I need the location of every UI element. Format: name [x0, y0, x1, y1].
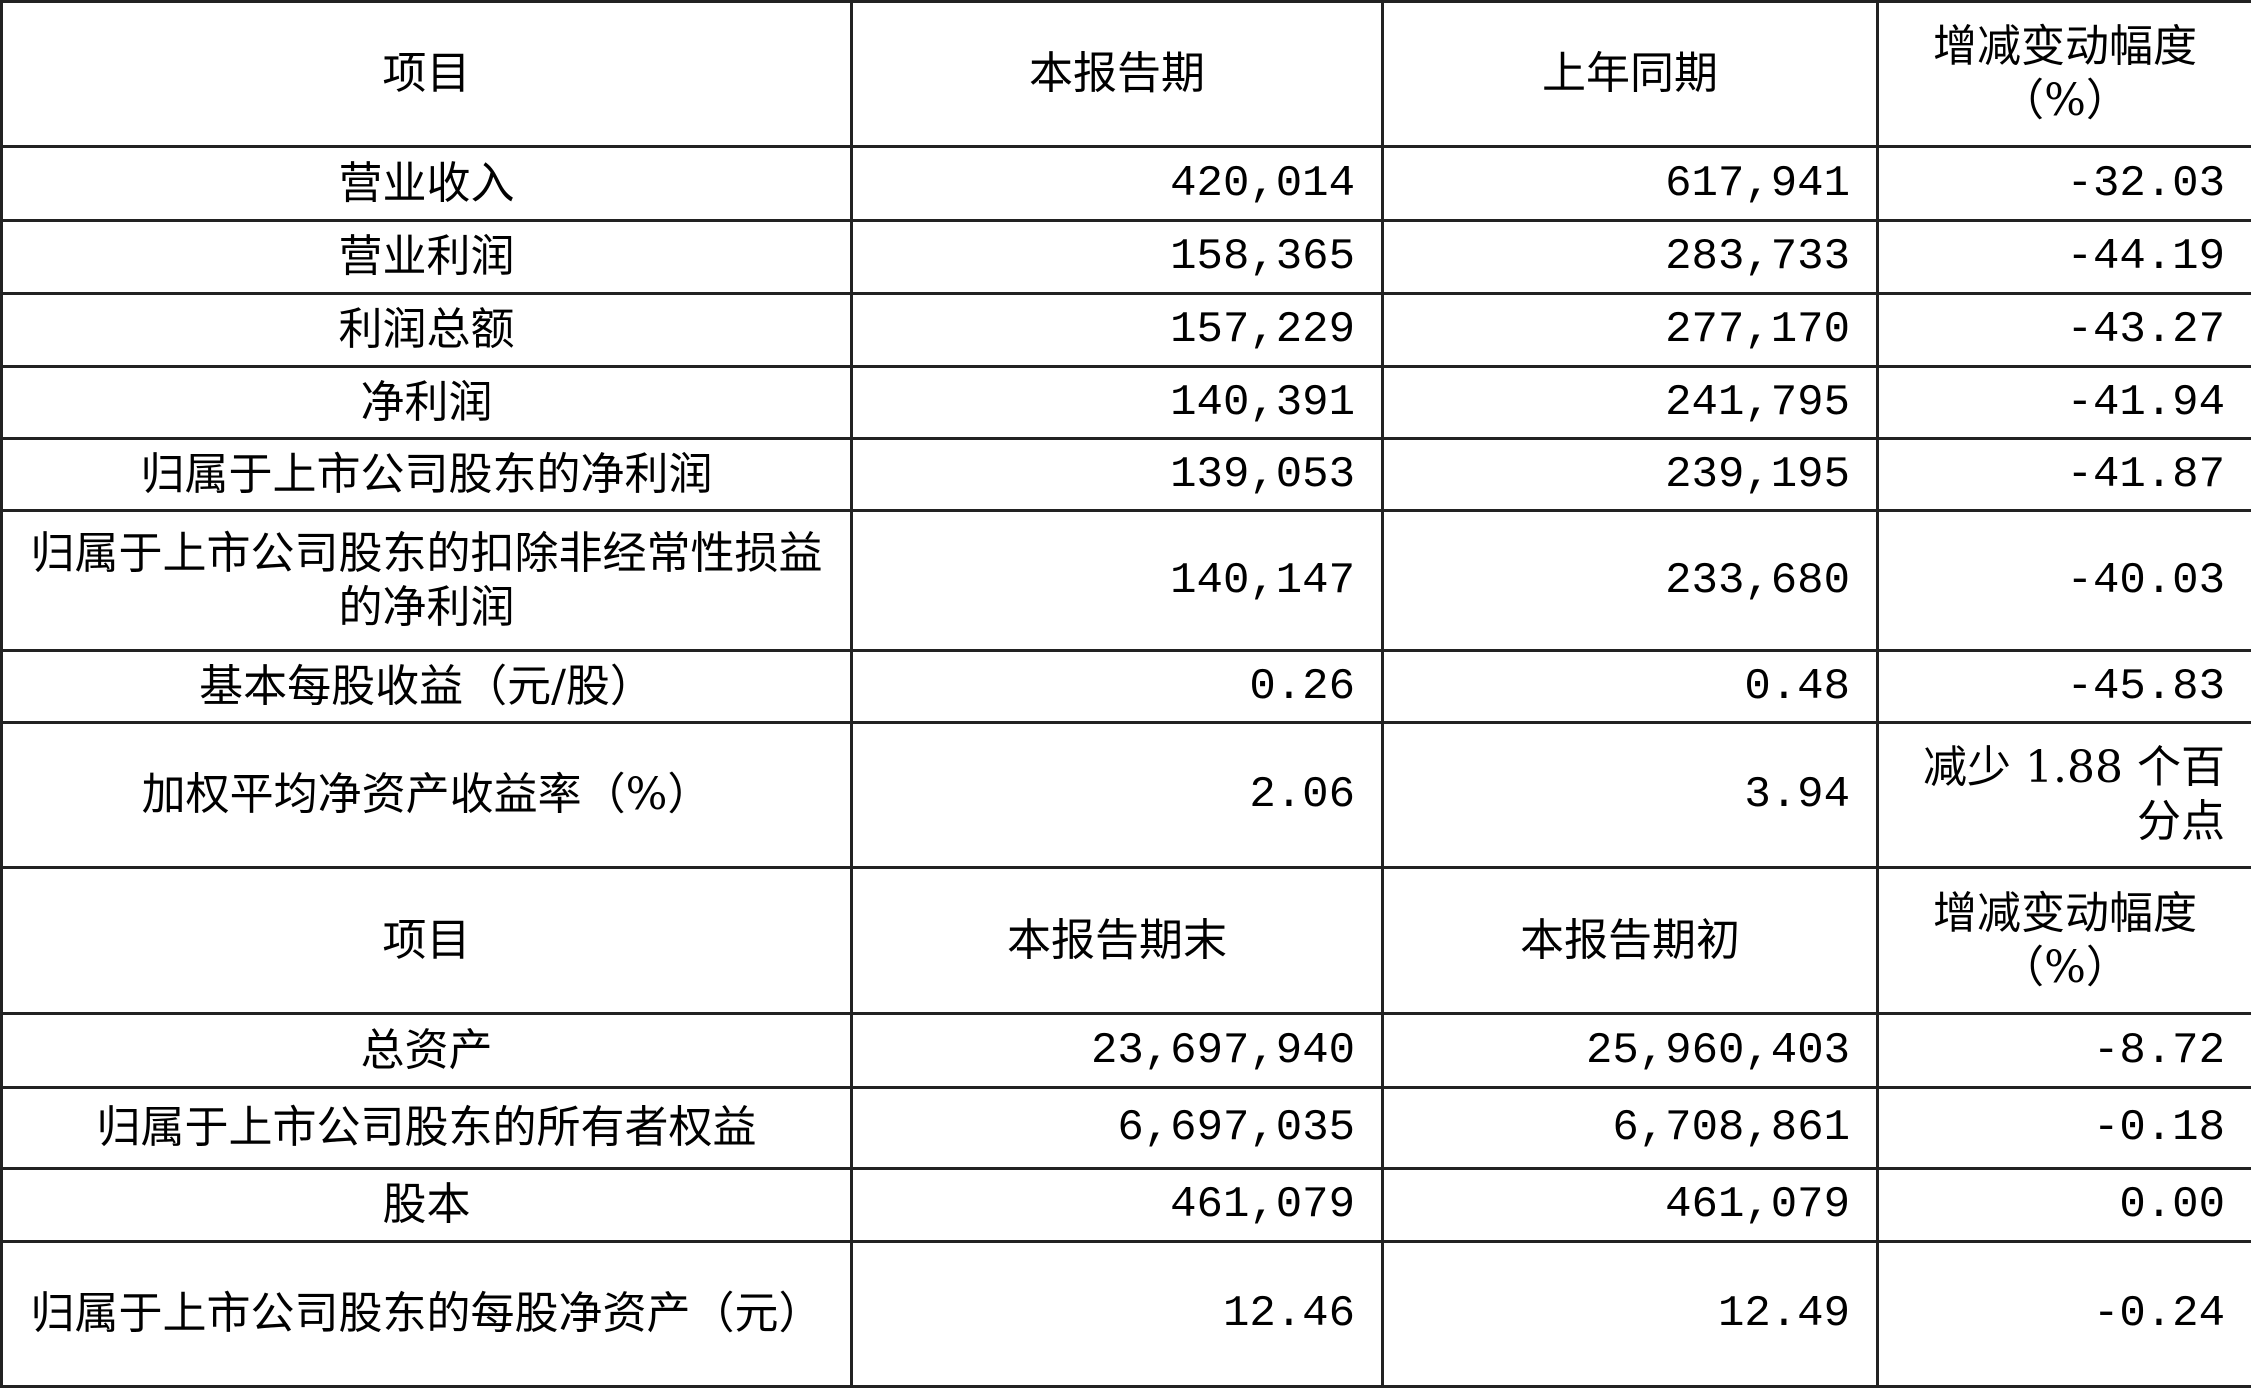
row-label: 归属于上市公司股东的每股净资产（元）	[0, 1240, 853, 1388]
prior-value: 241,795	[1381, 365, 1879, 440]
change-value: -45.83	[1876, 649, 2251, 724]
prior-value: 283,733	[1381, 219, 1879, 295]
header-current: 本报告期末	[850, 866, 1384, 1015]
row-label: 净利润	[0, 365, 853, 440]
prior-value: 12.49	[1381, 1240, 1879, 1388]
table-row: 归属于上市公司股东的所有者权益 6,697,035 6,708,861 -0.18	[0, 1086, 2251, 1170]
current-value: 12.46	[850, 1240, 1384, 1388]
change-value: 0.00	[1876, 1167, 2251, 1243]
table-row: 股本 461,079 461,079 0.00	[0, 1167, 2251, 1243]
row-label: 归属于上市公司股东的扣除非经常性损益的净利润	[0, 509, 853, 652]
prior-value: 6,708,861	[1381, 1086, 1879, 1170]
table-row: 利润总额 157,229 277,170 -43.27	[0, 292, 2251, 368]
current-value: 461,079	[850, 1167, 1384, 1243]
header-prior: 上年同期	[1381, 0, 1879, 148]
change-value: 减少 1.88 个百分点	[1876, 721, 2251, 869]
row-label: 股本	[0, 1167, 853, 1243]
row-label: 基本每股收益（元/股）	[0, 649, 853, 724]
table-row: 营业收入 420,014 617,941 -32.03	[0, 145, 2251, 222]
header-row: 项目 本报告期末 本报告期初 增减变动幅度（%）	[0, 866, 2251, 1015]
change-value: -41.87	[1876, 437, 2251, 512]
change-value: -44.19	[1876, 219, 2251, 295]
current-value: 158,365	[850, 219, 1384, 295]
table-row: 归属于上市公司股东的扣除非经常性损益的净利润 140,147 233,680 -40.…	[0, 509, 2251, 652]
header-item: 项目	[0, 866, 853, 1015]
change-value: -8.72	[1876, 1012, 2251, 1089]
prior-value: 233,680	[1381, 509, 1879, 652]
change-value: -43.27	[1876, 292, 2251, 368]
table-row: 总资产 23,697,940 25,960,403 -8.72	[0, 1012, 2251, 1089]
change-value: -41.94	[1876, 365, 2251, 440]
header-item: 项目	[0, 0, 853, 148]
prior-value: 25,960,403	[1381, 1012, 1879, 1089]
table-row: 加权平均净资产收益率（%） 2.06 3.94 减少 1.88 个百分点	[0, 721, 2251, 869]
prior-value: 0.48	[1381, 649, 1879, 724]
current-value: 139,053	[850, 437, 1384, 512]
prior-value: 277,170	[1381, 292, 1879, 368]
change-value: -0.18	[1876, 1086, 2251, 1170]
header-change: 增减变动幅度（%）	[1876, 0, 2251, 148]
prior-value: 239,195	[1381, 437, 1879, 512]
header-change: 增减变动幅度（%）	[1876, 866, 2251, 1015]
header-prior: 本报告期初	[1381, 866, 1879, 1015]
row-label: 归属于上市公司股东的所有者权益	[0, 1086, 853, 1170]
table-row: 营业利润 158,365 283,733 -44.19	[0, 219, 2251, 295]
row-label: 加权平均净资产收益率（%）	[0, 721, 853, 869]
table-row: 基本每股收益（元/股） 0.26 0.48 -45.83	[0, 649, 2251, 724]
current-value: 157,229	[850, 292, 1384, 368]
prior-value: 617,941	[1381, 145, 1879, 222]
header-current: 本报告期	[850, 0, 1384, 148]
change-value: -0.24	[1876, 1240, 2251, 1388]
row-label: 利润总额	[0, 292, 853, 368]
header-row: 项目 本报告期 上年同期 增减变动幅度（%）	[0, 0, 2251, 148]
current-value: 6,697,035	[850, 1086, 1384, 1170]
change-value: -40.03	[1876, 509, 2251, 652]
current-value: 0.26	[850, 649, 1384, 724]
change-value: -32.03	[1876, 145, 2251, 222]
current-value: 140,147	[850, 509, 1384, 652]
table-row: 归属于上市公司股东的每股净资产（元） 12.46 12.49 -0.24	[0, 1240, 2251, 1388]
row-label: 营业利润	[0, 219, 853, 295]
table-row: 归属于上市公司股东的净利润 139,053 239,195 -41.87	[0, 437, 2251, 512]
prior-value: 461,079	[1381, 1167, 1879, 1243]
current-value: 23,697,940	[850, 1012, 1384, 1089]
current-value: 2.06	[850, 721, 1384, 869]
current-value: 420,014	[850, 145, 1384, 222]
prior-value: 3.94	[1381, 721, 1879, 869]
row-label: 营业收入	[0, 145, 853, 222]
table-row: 净利润 140,391 241,795 -41.94	[0, 365, 2251, 440]
row-label: 归属于上市公司股东的净利润	[0, 437, 853, 512]
row-label: 总资产	[0, 1012, 853, 1089]
current-value: 140,391	[850, 365, 1384, 440]
